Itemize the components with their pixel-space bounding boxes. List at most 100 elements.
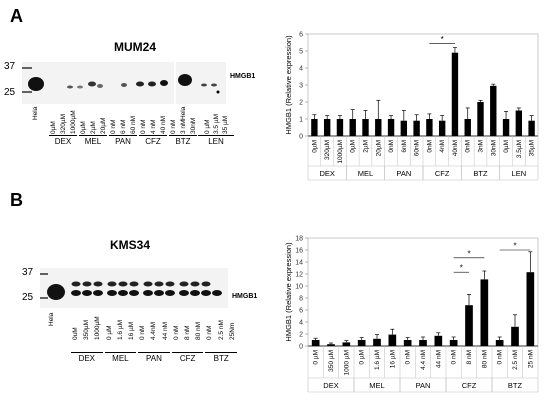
y-axis-label: HMGB1 (Relative expression): [284, 35, 293, 135]
blot-title-b: KMS34: [109, 238, 150, 252]
group-label: BTZ: [213, 354, 229, 363]
y-tick-label: 12: [295, 272, 303, 279]
x-tick-label: 350 µM: [328, 350, 335, 372]
bar: [336, 119, 344, 136]
y-tick-label: 6: [299, 308, 303, 315]
group-label: LEN: [512, 169, 527, 178]
bar: [465, 305, 473, 346]
lane-label: 0 µM: [204, 119, 211, 134]
bar: [362, 119, 369, 136]
x-tick-label: 44 nM: [435, 350, 442, 368]
lane-label-hela: Hela: [32, 106, 39, 120]
x-tick-label: 3.5µM: [516, 140, 523, 158]
bar: [342, 342, 351, 346]
y-tick-label: 4: [299, 66, 303, 73]
group-line: [71, 352, 103, 353]
group-line: [138, 352, 170, 353]
significance-star: *: [513, 242, 516, 251]
group-label: LEN: [208, 137, 224, 146]
lane-label: 2.5 nM: [217, 320, 225, 340]
bar: [388, 334, 397, 346]
lane-label: 0µM: [80, 121, 87, 134]
lane-label: 3 nM: [180, 119, 187, 134]
y-tick-label: 16: [295, 248, 303, 255]
lane-label: 4 nM: [150, 119, 157, 134]
x-tick-label: 25 nM: [527, 350, 534, 368]
group-label: MEL: [84, 137, 102, 146]
lane-label-hela: Hela: [48, 312, 55, 326]
group-label: CFZ: [462, 381, 477, 390]
lane-label: 1000µM: [94, 316, 102, 340]
group-label: PAN: [115, 137, 131, 146]
x-tick-label: 0µM: [503, 140, 510, 153]
lane-label: 2µM: [90, 121, 97, 134]
bar: [511, 326, 519, 346]
bar: [515, 110, 523, 136]
lane-label: 8 nM: [184, 325, 191, 340]
protein-label-b: HMGB1: [232, 293, 258, 300]
bar: [434, 335, 443, 346]
x-tick-label: 0 nM: [497, 350, 504, 364]
x-tick-label: 0µM: [311, 140, 318, 153]
bar: [413, 120, 420, 136]
group-label: DEX: [323, 381, 338, 390]
y-tick-label: 1: [299, 117, 303, 124]
x-tick-label: 0nM: [465, 140, 472, 153]
y-tick-label: 18: [295, 236, 303, 243]
x-tick-label: 0 µM: [313, 350, 320, 365]
group-line: [49, 135, 77, 136]
x-tick-label: 4.4 nM: [420, 350, 427, 370]
lane-label: 0 nM: [172, 325, 180, 340]
bar: [449, 340, 458, 346]
x-tick-label: 2µM: [363, 140, 370, 153]
group-label: PAN: [146, 354, 162, 363]
group-label: PAN: [416, 381, 431, 390]
bar: [451, 52, 459, 137]
group-line: [104, 352, 137, 353]
bar: [495, 340, 504, 346]
mw-marker-25-a: 25: [4, 87, 16, 98]
x-tick-label: 16 µM: [389, 350, 396, 368]
bar: [311, 119, 318, 136]
group-label: PAN: [396, 169, 411, 178]
x-tick-label: 320µM: [324, 140, 331, 160]
lane-label: 80 nM: [195, 321, 203, 340]
group-line: [169, 135, 197, 136]
x-tick-label: 0µM: [350, 140, 357, 153]
bar: [477, 102, 484, 136]
lane-label: 0uM: [72, 327, 79, 340]
lane-label: 44 nM: [161, 321, 169, 340]
lane-label: 0µM: [50, 121, 57, 134]
group-label: DEX: [54, 137, 72, 146]
x-tick-label: 8 nM: [466, 350, 473, 364]
x-tick-label: 1000 µM: [343, 350, 350, 375]
lane-label: 16 µM: [128, 321, 135, 340]
x-tick-label: 0 nM: [405, 350, 412, 364]
group-label: MEL: [358, 169, 373, 178]
y-tick-label: 6: [299, 32, 303, 39]
lane-label: 320µM: [60, 113, 67, 134]
x-tick-label: 6nM: [401, 140, 408, 153]
panel-letter-b: B: [10, 190, 23, 210]
group-label: MEL: [112, 354, 129, 363]
bar: [528, 120, 535, 136]
panel-letter-a: A: [10, 6, 23, 26]
lane-label: 30nM: [190, 117, 197, 134]
group-line: [79, 135, 107, 136]
lane-label: 0 nM: [110, 119, 117, 134]
significance-star: *: [441, 35, 444, 44]
bar: [375, 119, 382, 136]
mw-marker-37-b: 37: [22, 267, 34, 278]
y-tick-label: 5: [299, 49, 303, 56]
bar: [323, 119, 331, 136]
x-tick-label: 3nM: [478, 140, 485, 153]
western-blot-b: [40, 268, 228, 308]
bar: [490, 85, 497, 136]
group-label: MEL: [369, 381, 384, 390]
group-label: BTZ: [175, 137, 191, 146]
lane-label: 1000µM: [70, 110, 77, 134]
x-tick-label: 40nM: [452, 140, 459, 156]
bar: [464, 119, 471, 136]
x-tick-label: 2.5 nM: [512, 350, 519, 370]
x-tick-label: 30nM: [490, 140, 497, 156]
